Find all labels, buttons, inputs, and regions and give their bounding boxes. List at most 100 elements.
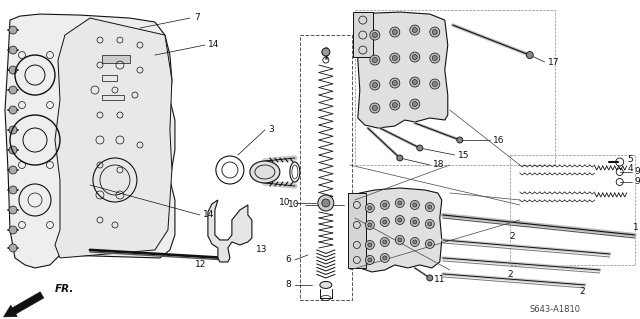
Circle shape [365, 241, 374, 249]
Text: 2: 2 [580, 287, 586, 296]
Text: 10: 10 [289, 200, 300, 210]
Circle shape [9, 146, 17, 154]
Text: S643-A1810: S643-A1810 [529, 305, 580, 315]
Circle shape [370, 30, 380, 40]
Text: 9: 9 [635, 177, 640, 187]
Bar [355, 10, 555, 165]
Circle shape [390, 27, 400, 37]
Bar [102, 55, 130, 63]
Circle shape [318, 195, 334, 211]
Circle shape [413, 203, 417, 207]
Circle shape [390, 100, 400, 110]
Polygon shape [5, 14, 175, 268]
Circle shape [365, 204, 374, 212]
Text: 17: 17 [548, 57, 559, 67]
Circle shape [410, 99, 420, 109]
Text: 18: 18 [433, 160, 444, 169]
Polygon shape [208, 200, 252, 262]
Circle shape [412, 27, 417, 33]
Circle shape [410, 77, 420, 87]
Text: 8: 8 [285, 280, 291, 289]
Circle shape [398, 218, 402, 222]
Bar [510, 155, 635, 265]
Circle shape [9, 86, 17, 94]
Polygon shape [55, 18, 172, 258]
Circle shape [397, 155, 403, 161]
Text: 14: 14 [203, 211, 214, 219]
Text: 7: 7 [194, 12, 200, 22]
Circle shape [368, 223, 372, 227]
Ellipse shape [320, 281, 332, 288]
Circle shape [380, 254, 389, 263]
Circle shape [417, 145, 423, 151]
Circle shape [430, 27, 440, 37]
Circle shape [9, 206, 17, 214]
Circle shape [9, 244, 17, 252]
Circle shape [9, 66, 17, 74]
Circle shape [410, 237, 419, 247]
Text: FR.: FR. [55, 284, 74, 294]
Circle shape [428, 242, 432, 246]
Circle shape [322, 48, 330, 56]
Text: 6: 6 [285, 256, 291, 264]
Circle shape [396, 215, 404, 225]
Circle shape [427, 275, 433, 281]
Circle shape [426, 219, 435, 228]
Circle shape [412, 101, 417, 107]
Circle shape [368, 243, 372, 247]
Circle shape [428, 222, 432, 226]
Circle shape [9, 106, 17, 114]
Circle shape [426, 203, 435, 211]
Circle shape [398, 238, 402, 242]
Circle shape [392, 80, 397, 85]
Circle shape [383, 256, 387, 260]
Text: 10: 10 [280, 198, 291, 207]
Circle shape [392, 56, 397, 61]
Bar [353, 12, 373, 57]
Circle shape [380, 218, 389, 226]
Circle shape [390, 78, 400, 88]
Text: 2: 2 [510, 233, 515, 241]
Circle shape [368, 206, 372, 210]
Circle shape [410, 200, 419, 210]
Circle shape [9, 26, 17, 34]
Bar [102, 95, 124, 100]
Bar [102, 75, 117, 81]
Circle shape [390, 53, 400, 63]
Circle shape [426, 240, 435, 249]
Circle shape [9, 46, 17, 54]
Circle shape [365, 256, 374, 264]
Circle shape [430, 79, 440, 89]
Circle shape [432, 30, 437, 34]
Circle shape [322, 199, 330, 207]
Circle shape [372, 57, 378, 63]
Circle shape [412, 79, 417, 85]
Text: 5: 5 [628, 155, 634, 165]
Circle shape [383, 240, 387, 244]
Circle shape [372, 83, 378, 87]
Text: 12: 12 [195, 260, 206, 270]
Circle shape [392, 102, 397, 108]
Circle shape [412, 55, 417, 60]
Circle shape [380, 237, 389, 247]
Circle shape [413, 240, 417, 244]
Circle shape [410, 52, 420, 62]
Circle shape [383, 203, 387, 207]
Circle shape [526, 52, 533, 59]
Circle shape [457, 137, 463, 143]
Text: 9: 9 [635, 167, 640, 176]
Circle shape [430, 53, 440, 63]
Circle shape [432, 56, 437, 61]
Text: 2: 2 [507, 271, 513, 279]
Text: 1: 1 [633, 224, 639, 233]
Text: 15: 15 [458, 151, 469, 160]
Ellipse shape [250, 161, 280, 183]
Circle shape [380, 200, 389, 210]
Polygon shape [358, 12, 448, 128]
Circle shape [9, 186, 17, 194]
Circle shape [396, 235, 404, 244]
Text: 14: 14 [208, 40, 220, 48]
Circle shape [392, 30, 397, 34]
Circle shape [383, 220, 387, 224]
Circle shape [365, 220, 374, 229]
